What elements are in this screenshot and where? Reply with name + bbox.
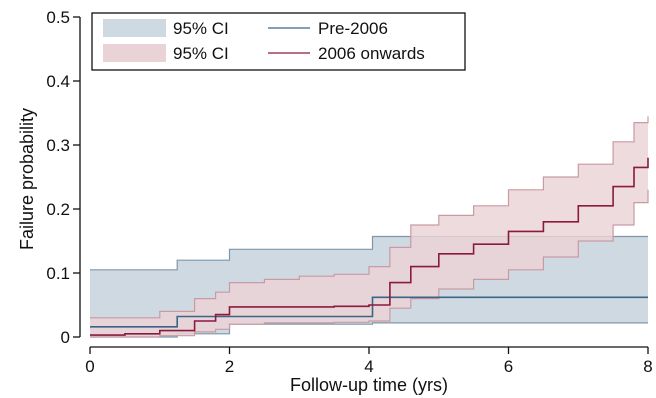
x-tick-label: 2: [225, 357, 234, 376]
ticks: 0 0.1 0.2 0.3 0.4 0.5 0 2 4 6 8: [46, 8, 652, 376]
legend-label-post: 2006 onwards: [318, 44, 425, 63]
y-tick-label: 0.4: [46, 72, 70, 91]
y-axis-title: Failure probability: [17, 108, 37, 250]
series-line-pre-2006: [90, 296, 648, 328]
x-tick-label: 6: [504, 357, 513, 376]
legend-label-pre: Pre-2006: [318, 19, 388, 38]
legend: 95% CI Pre-2006 95% CI 2006 onwards: [91, 12, 466, 71]
y-tick-label: 0.2: [46, 200, 70, 219]
y-tick-label: 0.1: [46, 264, 70, 283]
series-line-2006-onwards: [90, 157, 649, 336]
x-tick-label: 8: [643, 357, 652, 376]
y-tick-label: 0: [61, 328, 70, 347]
ci-upper-edge-2006-onwards: [90, 116, 649, 319]
ci-band-2006-onwards: [90, 116, 648, 337]
legend-label-ci-pre: 95% CI: [173, 19, 229, 38]
legend-swatch-ci-pre: [103, 19, 166, 37]
ci-lower-edge-2006-onwards: [90, 189, 649, 338]
series-lines: [90, 157, 649, 336]
x-axis-title: Follow-up time (yrs): [290, 375, 448, 395]
y-tick-label: 0.3: [46, 136, 70, 155]
ci-upper-edge-pre-2006: [90, 235, 648, 271]
x-tick-label: 4: [364, 357, 373, 376]
legend-swatch-ci-post: [103, 44, 166, 62]
legend-label-ci-post: 95% CI: [173, 44, 229, 63]
ci-bands: [90, 116, 649, 338]
x-tick-label: 0: [85, 357, 94, 376]
y-tick-label: 0.5: [46, 8, 70, 27]
